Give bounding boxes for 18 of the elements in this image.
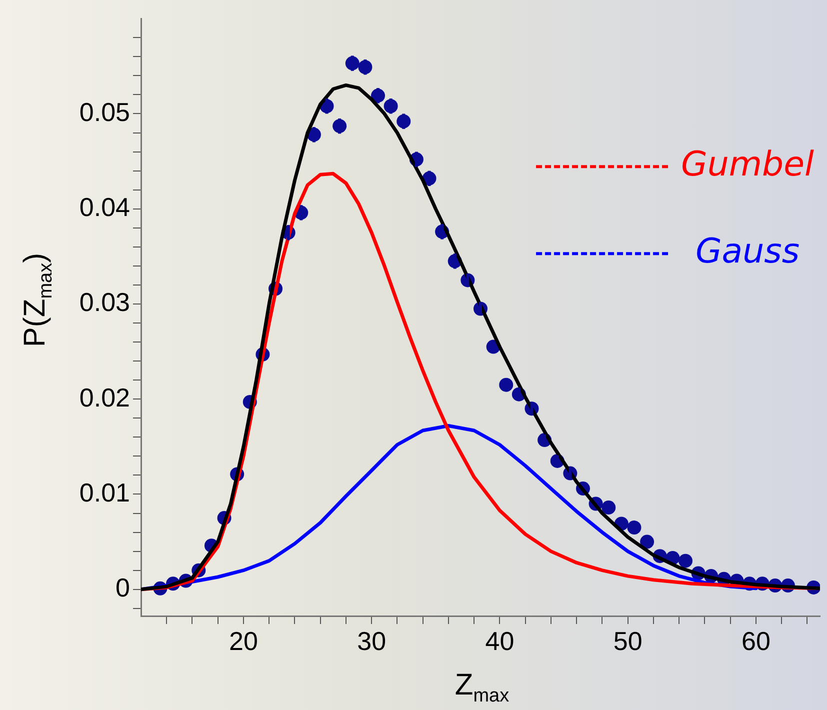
x-tick-label: 40 — [485, 626, 514, 656]
point — [602, 500, 616, 515]
point — [678, 554, 692, 568]
legend-label: Gumbel — [681, 144, 815, 184]
x-axis-title: Z$_{max}$ — [454, 668, 510, 708]
x-tick-label: 50 — [613, 626, 642, 656]
y-tick-label: 0.05 — [79, 96, 130, 127]
x-tick-label: 20 — [229, 626, 258, 656]
x-tick-label: 30 — [357, 626, 386, 656]
x-tick-label: 60 — [741, 626, 770, 656]
y-tick-label: 0.02 — [79, 382, 130, 412]
y-tick-label: 0.03 — [79, 287, 130, 318]
y-tick-label: 0.04 — [79, 192, 130, 222]
y-tick-label: 0 — [116, 572, 130, 603]
point — [627, 520, 642, 535]
legend-label: Gauss — [695, 231, 800, 272]
y-tick-label: 0.01 — [79, 477, 130, 508]
point — [640, 534, 654, 549]
